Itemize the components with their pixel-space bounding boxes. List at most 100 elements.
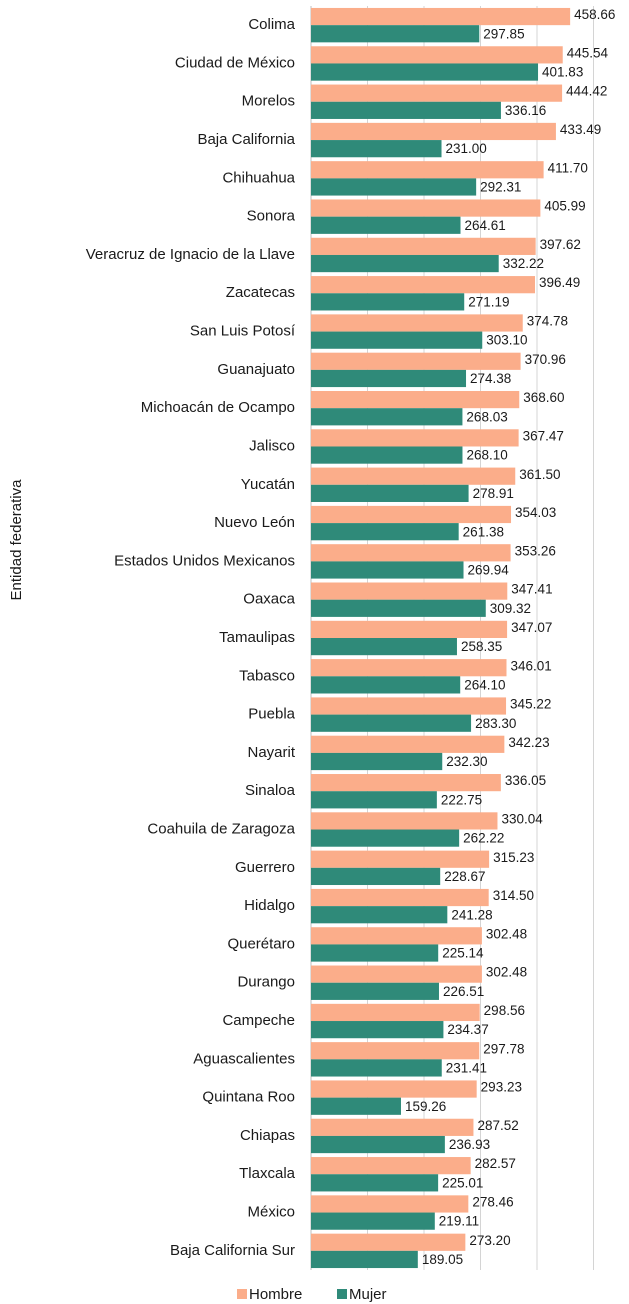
y-tick-label: Oaxaca	[243, 591, 295, 608]
data-label: 226.51	[443, 984, 484, 999]
legend-label: Hombre	[249, 1286, 302, 1303]
y-tick-label: Tabasco	[239, 667, 295, 684]
y-tick-label: Veracruz de Ignacio de la Llave	[86, 246, 295, 263]
data-label: 228.67	[444, 869, 485, 884]
data-label: 411.70	[548, 160, 588, 175]
data-label: 397.62	[540, 237, 581, 252]
bar	[311, 697, 507, 715]
y-tick-label: San Luis Potosí	[190, 323, 296, 340]
bar	[311, 1059, 442, 1077]
bar	[311, 1174, 439, 1192]
data-label: 273.20	[469, 1233, 510, 1248]
data-label: 236.93	[449, 1137, 490, 1152]
bar	[311, 1021, 444, 1039]
bar	[311, 735, 505, 753]
y-tick-label: Querétaro	[227, 935, 295, 952]
data-label: 278.46	[472, 1195, 513, 1210]
y-tick-label: Chiapas	[240, 1127, 295, 1144]
data-label: 314.50	[493, 888, 534, 903]
y-tick-label: Morelos	[242, 93, 295, 110]
data-label: 309.32	[490, 601, 531, 616]
data-label: 225.14	[442, 946, 484, 961]
data-label: 297.85	[483, 26, 524, 41]
y-tick-label: Guerrero	[235, 859, 295, 876]
bar	[311, 638, 457, 656]
bar	[311, 46, 563, 64]
data-label: 278.91	[473, 486, 514, 501]
y-tick-label: Michoacán de Ocampo	[141, 399, 295, 416]
data-label: 433.49	[560, 122, 601, 137]
y-tick-label: Sonora	[247, 208, 296, 225]
data-label: 332.22	[503, 256, 544, 271]
data-label: 336.16	[505, 103, 546, 118]
y-tick-label: Aguascalientes	[193, 1050, 295, 1067]
bar	[311, 352, 521, 370]
data-label: 342.23	[508, 735, 549, 750]
bar	[311, 944, 439, 962]
bar	[311, 178, 477, 196]
bar	[311, 1250, 418, 1269]
data-label: 302.48	[486, 926, 527, 941]
y-tick-label: Tamaulipas	[219, 629, 295, 646]
bar	[311, 867, 441, 886]
bar	[311, 1195, 469, 1213]
data-label: 262.22	[463, 831, 504, 846]
bar	[311, 7, 571, 26]
y-tick-label: Durango	[237, 974, 295, 991]
bar	[311, 314, 523, 332]
data-label: 298.56	[484, 1003, 525, 1018]
data-label: 292.31	[480, 180, 521, 195]
bar	[311, 906, 448, 924]
data-label: 347.07	[511, 620, 552, 635]
y-tick-label: México	[247, 1204, 295, 1221]
data-label: 367.47	[523, 428, 564, 443]
bar	[311, 620, 508, 638]
legend-swatch	[337, 1289, 347, 1299]
bar	[311, 199, 541, 217]
bar	[311, 829, 460, 847]
y-tick-label: Campeche	[222, 1012, 295, 1029]
bar	[311, 446, 463, 464]
data-label: 282.57	[475, 1156, 516, 1171]
y-tick-label: Sinaloa	[245, 782, 296, 799]
y-tick-label: Zacatecas	[226, 284, 295, 301]
bar	[311, 254, 499, 273]
bar	[311, 63, 539, 81]
bar	[311, 1118, 474, 1136]
data-label: 293.23	[481, 1080, 522, 1095]
y-tick-label: Baja California Sur	[170, 1242, 295, 1259]
data-label: 234.37	[447, 1022, 488, 1037]
bar	[311, 84, 563, 102]
data-label: 458.66	[574, 7, 615, 22]
y-tick-label: Puebla	[248, 706, 295, 723]
bar	[311, 505, 512, 524]
legend-swatch	[237, 1289, 247, 1299]
bar	[311, 812, 498, 830]
bar	[311, 408, 463, 426]
bar	[311, 25, 480, 43]
data-label: 241.28	[451, 907, 492, 922]
bar	[311, 429, 519, 447]
data-label: 302.48	[486, 965, 527, 980]
data-label: 231.00	[446, 141, 487, 156]
data-label: 396.49	[539, 275, 580, 290]
data-label: 287.52	[477, 1118, 518, 1133]
bar	[311, 331, 483, 349]
bar	[311, 1233, 466, 1251]
y-tick-label: Hidalgo	[244, 897, 295, 914]
bar	[311, 1080, 477, 1098]
data-label: 264.61	[465, 218, 506, 233]
data-label: 405.99	[544, 199, 585, 214]
data-label: 232.30	[446, 754, 487, 769]
data-label: 353.26	[515, 543, 556, 558]
y-tick-label: Coahuila de Zaragoza	[147, 820, 295, 837]
y-tick-label: Guanajuato	[217, 361, 295, 378]
bar	[311, 293, 465, 311]
y-tick-label: Tlaxcala	[239, 1165, 296, 1182]
bar	[311, 1212, 435, 1230]
y-tick-label: Baja California	[197, 131, 295, 148]
data-label: 189.05	[422, 1252, 463, 1267]
bar	[311, 390, 520, 409]
bar	[311, 1042, 480, 1060]
